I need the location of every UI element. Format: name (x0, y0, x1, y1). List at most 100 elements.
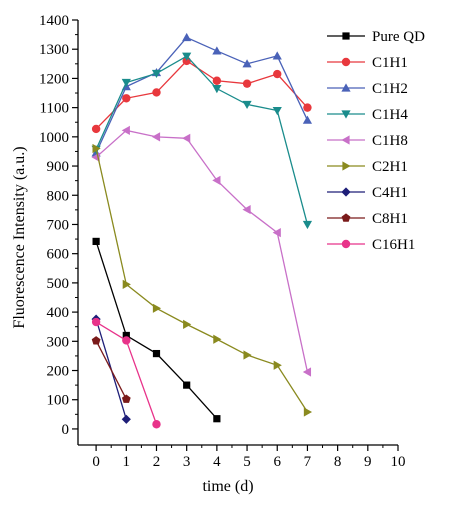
data-point (242, 100, 252, 110)
data-point (273, 360, 282, 370)
data-point (92, 143, 101, 154)
data-point (243, 350, 252, 360)
data-point (212, 76, 222, 85)
y-tick-label: 900 (47, 159, 70, 175)
data-point (122, 331, 130, 340)
data-point (152, 349, 161, 358)
series-c1h4 (91, 52, 313, 230)
data-point (182, 32, 192, 42)
series-c1h2 (91, 32, 313, 157)
series-c8h1 (91, 336, 131, 403)
series-line (95, 55, 309, 225)
data-point (273, 69, 282, 79)
data-point (303, 407, 313, 417)
legend-label: C1H4 (372, 107, 408, 123)
data-point (182, 133, 191, 143)
data-point (183, 381, 191, 389)
legend-item-c1h8: C1H8 (327, 133, 408, 149)
data-point (341, 83, 351, 92)
x-axis-title: time (d) (202, 478, 253, 495)
data-point (183, 319, 192, 329)
legend-label: C8H1 (372, 211, 408, 227)
data-point (303, 103, 312, 112)
data-point (302, 220, 313, 230)
data-point (342, 161, 351, 171)
y-tick-label: 600 (47, 247, 70, 263)
y-tick-label: 700 (47, 217, 70, 233)
x-tick-label: 10 (391, 454, 406, 470)
plot-area (91, 32, 313, 429)
y-tick-label: 100 (47, 393, 70, 409)
data-point (341, 213, 351, 222)
data-point (152, 303, 162, 313)
series-line (95, 148, 308, 413)
legend-item-c1h4: C1H4 (327, 107, 408, 123)
data-point (242, 204, 251, 215)
data-point (152, 420, 161, 429)
legend-item-c1h2: C1H2 (327, 81, 408, 97)
data-point (182, 52, 192, 61)
legend-item-c8h1: C8H1 (327, 211, 408, 227)
y-tick-label: 500 (47, 276, 70, 292)
data-point (341, 110, 351, 119)
legend-item-c4h1: C4H1 (327, 185, 408, 201)
data-point (121, 414, 131, 424)
legend-item-c1h1: C1H1 (327, 55, 408, 71)
legend-item-c16h1: C16H1 (327, 237, 415, 253)
data-point (121, 78, 131, 88)
y-tick-label: 1100 (40, 101, 69, 117)
data-point (212, 46, 222, 55)
x-tick-label: 1 (123, 454, 131, 470)
x-tick-label: 7 (304, 454, 312, 470)
data-point (302, 367, 312, 377)
y-tick-label: 0 (62, 422, 70, 438)
data-point (91, 124, 101, 134)
data-point (213, 415, 221, 423)
x-tick-label: 5 (243, 454, 251, 470)
data-point (212, 85, 222, 94)
data-point (272, 106, 282, 116)
legend-label: C1H1 (372, 55, 408, 71)
data-point (341, 135, 350, 145)
data-point (341, 239, 351, 249)
legend-label: C4H1 (372, 185, 408, 201)
data-point (152, 88, 161, 97)
x-tick-label: 2 (153, 454, 161, 470)
data-point (272, 51, 282, 60)
y-tick-label: 1300 (39, 42, 69, 58)
legend-item-pure-qd: Pure QD (327, 29, 425, 45)
series-pure-qd (92, 237, 221, 423)
data-point (341, 187, 351, 197)
x-tick-label: 6 (273, 454, 281, 470)
data-point (122, 336, 131, 345)
series-line (95, 129, 309, 373)
series-c2h1 (92, 143, 313, 417)
x-tick-label: 8 (334, 454, 342, 470)
data-point (121, 394, 131, 403)
legend-item-c2h1: C2H1 (327, 159, 408, 175)
x-tick-label: 0 (92, 454, 100, 470)
x-tick-label: 3 (183, 454, 191, 470)
y-tick-label: 1200 (39, 71, 69, 87)
data-point (242, 79, 252, 88)
data-point (92, 237, 100, 246)
axes: 0100200300400500600700800900100011001200… (11, 13, 406, 495)
data-point (212, 175, 221, 185)
x-tick-label: 4 (213, 454, 221, 470)
y-tick-label: 400 (47, 305, 70, 321)
data-point (151, 132, 161, 142)
series-c16h1 (91, 317, 161, 429)
series-line (95, 340, 127, 400)
data-point (91, 336, 101, 345)
series-c1h8 (91, 125, 312, 377)
y-tick-label: 800 (47, 188, 70, 204)
legend-label: C2H1 (372, 159, 408, 175)
legend-label: Pure QD (372, 29, 425, 45)
data-point (213, 334, 222, 344)
series-c1h1 (91, 56, 312, 134)
data-point (122, 94, 131, 103)
data-point (122, 279, 131, 289)
legend-label: C1H8 (372, 133, 408, 149)
y-tick-label: 1000 (39, 130, 69, 146)
